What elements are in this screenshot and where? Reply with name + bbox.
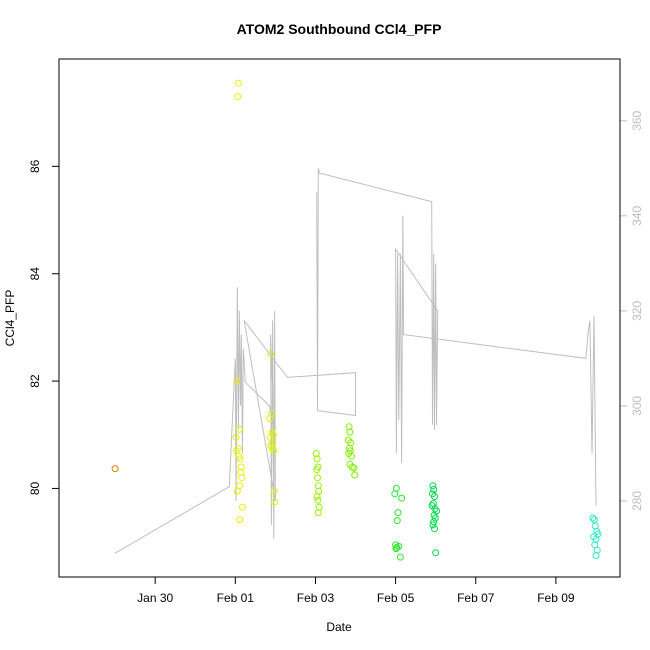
- scatter-point: [592, 552, 600, 559]
- y2-tick-label: 300: [630, 396, 644, 416]
- scatter-point: [233, 487, 241, 495]
- scatter-point: [391, 490, 399, 498]
- scatter-point: [266, 415, 274, 423]
- y2-tick-label: 360: [630, 110, 644, 130]
- scatter-point: [350, 464, 358, 472]
- scatter-point: [312, 450, 320, 457]
- chart-title: ATOM2 Southbound CCl4_PFP: [237, 21, 442, 37]
- scatter-point: [314, 482, 322, 490]
- scatter-point: [396, 553, 404, 561]
- scatter-point: [392, 545, 400, 553]
- scatter-point: [236, 455, 244, 463]
- scatter-point: [345, 423, 353, 431]
- scatter-point: [431, 493, 438, 500]
- scatter-point: [432, 549, 440, 557]
- y-tick-label: 80: [28, 481, 42, 495]
- scatter-point: [267, 350, 275, 358]
- scatter-point: [314, 509, 322, 517]
- scatter-point: [111, 465, 119, 473]
- scatter-point: [589, 514, 597, 522]
- scatter-points: [111, 79, 602, 561]
- scatter-point: [398, 494, 406, 502]
- scatter-point: [429, 482, 437, 490]
- scatter-point: [313, 466, 321, 474]
- y-axis-label: CCl4_PFP: [3, 290, 17, 347]
- scatter-point: [238, 474, 246, 482]
- x-tick-label: Feb 05: [377, 591, 415, 605]
- scatter-point: [351, 471, 359, 479]
- scatter-point: [315, 503, 323, 511]
- scatter-point: [346, 428, 354, 436]
- scatter-point: [270, 487, 278, 495]
- x-axis-label: Date: [326, 620, 352, 634]
- scatter-point: [431, 514, 439, 522]
- scatter-point: [393, 517, 401, 525]
- x-tick-label: Feb 07: [457, 591, 495, 605]
- scatter-point: [233, 377, 241, 385]
- scatter-point: [314, 496, 322, 504]
- scatter-point: [237, 463, 245, 471]
- scatter-point: [268, 444, 276, 452]
- grey-line-series: [114, 168, 597, 554]
- scatter-point: [271, 498, 279, 506]
- y2-tick-label: 280: [630, 491, 644, 511]
- scatter-point: [593, 546, 601, 554]
- x-tick-label: Jan 30: [137, 591, 173, 605]
- x-tick-label: Feb 03: [297, 591, 335, 605]
- x-tick-label: Feb 01: [217, 591, 255, 605]
- scatter-point: [431, 525, 438, 533]
- scatter-point: [239, 503, 246, 511]
- scatter-point: [314, 474, 321, 482]
- scatter-point: [235, 79, 242, 87]
- scatter-point: [431, 505, 439, 513]
- scatter-point: [313, 455, 321, 463]
- scatter-point: [232, 433, 240, 441]
- scatter-point: [430, 486, 438, 493]
- y-tick-label: 86: [28, 159, 42, 173]
- scatter-point: [234, 93, 242, 101]
- y2-tick-label: 340: [630, 205, 644, 225]
- y2-tick-label: 320: [630, 301, 644, 321]
- scatter-point: [235, 425, 243, 433]
- axes-group: Jan 30 Feb 01 Feb 03 Feb 05 Feb 07 Feb 09 80 82…: [28, 110, 644, 605]
- scatter-point: [346, 447, 354, 455]
- scatter-point: [236, 516, 244, 524]
- y-tick-label: 84: [28, 267, 42, 281]
- x-tick-label: Feb 09: [537, 591, 575, 605]
- y-tick-label: 82: [28, 374, 42, 388]
- scatter-point: [313, 493, 321, 500]
- series-line-group: [114, 168, 597, 554]
- scatter-point: [348, 452, 355, 460]
- scatter-point: [430, 518, 438, 526]
- scatter-point: [429, 521, 437, 529]
- plot-frame: [58, 58, 621, 578]
- scatter-point: [348, 463, 356, 471]
- scatter-point: [394, 509, 402, 517]
